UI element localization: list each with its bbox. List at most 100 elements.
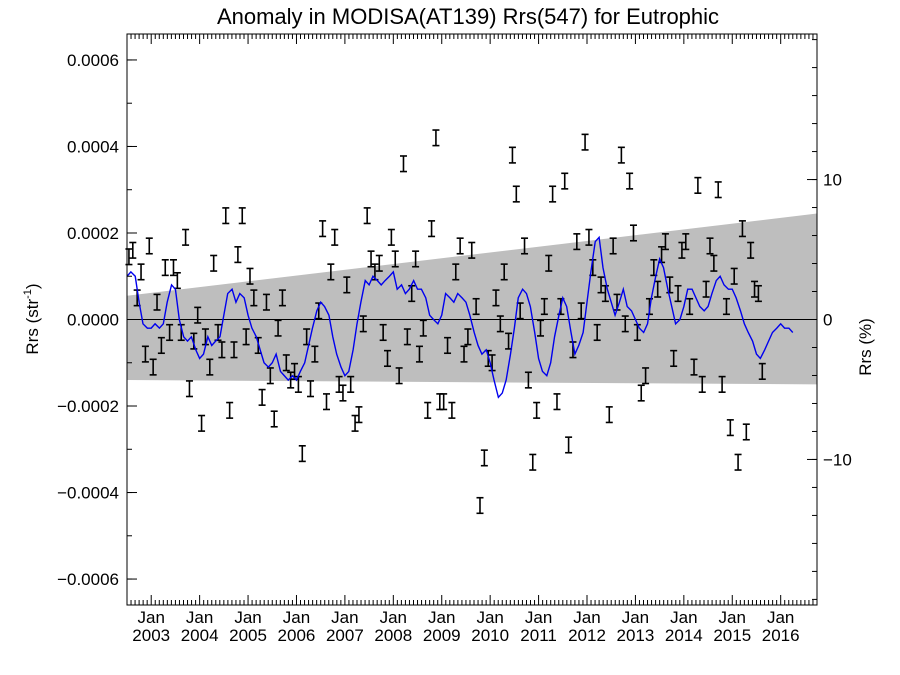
anomaly-errorbar [496, 315, 504, 333]
anomaly-errorbar [698, 375, 706, 393]
x-tick-month-label: Jan [186, 608, 213, 627]
anomaly-errorbar [355, 406, 363, 424]
anomaly-errorbar [359, 315, 367, 333]
x-tick-month-label: Jan [137, 608, 164, 627]
anomaly-errorbar [637, 384, 645, 402]
anomaly-errorbar [577, 302, 585, 320]
anomaly-errorbar [545, 254, 553, 272]
anomaly-errorbar [686, 297, 694, 316]
x-tick-year-label: 2007 [326, 626, 364, 645]
x-tick-month-label: Jan [331, 608, 358, 627]
anomaly-errorbar [601, 284, 609, 303]
anomaly-errorbar [629, 224, 637, 242]
anomaly-errorbar [424, 401, 432, 419]
x-tick-year-label: 2012 [568, 626, 606, 645]
y-left-tick-label: 0.0004 [67, 137, 119, 156]
anomaly-errorbar [194, 306, 202, 324]
anomaly-errorbar [533, 401, 541, 419]
anomaly-errorbar [367, 250, 375, 268]
anomaly-errorbar [480, 449, 488, 467]
anomaly-errorbar [751, 280, 759, 298]
anomaly-errorbar [182, 228, 190, 246]
anomaly-errorbar [331, 228, 339, 246]
anomaly-errorbar [553, 393, 561, 411]
x-tick-month-label: Jan [283, 608, 310, 627]
anomaly-errorbar [448, 401, 456, 419]
x-tick-month-label: Jan [670, 608, 697, 627]
anomaly-errorbar [157, 336, 165, 355]
anomaly-errorbar [137, 263, 145, 281]
anomaly-errorbar [274, 319, 282, 337]
anomaly-errorbar [621, 315, 629, 333]
anomaly-errorbar [726, 419, 734, 437]
running-mean-path [126, 235, 794, 399]
anomaly-errorbar [508, 146, 516, 164]
anomaly-errorbar [710, 254, 718, 272]
anomaly-errorbar [702, 280, 710, 298]
anomaly-errorbar [125, 248, 133, 266]
anomaly-errorbar [226, 401, 234, 419]
x-tick-year-label: 2006 [278, 626, 316, 645]
anomaly-errorbar [343, 276, 351, 294]
anomaly-errorbar [540, 297, 548, 316]
x-tick-month-label: Jan [573, 608, 600, 627]
anomaly-errorbar [742, 423, 750, 441]
anomaly-errorbar [262, 293, 270, 311]
anomaly-errorbar [476, 496, 484, 515]
chart-title: Anomaly in MODISA(AT139) Rrs(547) for Eu… [217, 4, 719, 29]
anomaly-errorbar [492, 289, 500, 307]
anomaly-errorbar [537, 319, 545, 337]
anomaly-errorbar [415, 345, 423, 363]
anomaly-errorbar [585, 228, 593, 246]
x-tick-month-label: Jan [525, 608, 552, 627]
anomaly-errorbar [278, 289, 286, 307]
anomaly-errorbar [734, 453, 742, 471]
anomaly-errorbar [335, 375, 343, 393]
anomaly-errorbar [222, 207, 230, 225]
anomaly-errorbar [754, 284, 762, 303]
y-right-tick-label: 0 [823, 311, 832, 330]
anomaly-errorbar [722, 297, 730, 316]
anomaly-errorbar [230, 341, 238, 359]
running-mean-line [126, 235, 794, 399]
y-axis-label-right: Rrs (%) [856, 318, 875, 376]
anomaly-errorbar [238, 207, 246, 225]
anomaly-errorbar [468, 241, 476, 259]
anomaly-errorbar [440, 393, 448, 411]
anomaly-errorbar [444, 336, 452, 355]
anomaly-errorbar [266, 367, 274, 385]
anomaly-errorbar [597, 276, 605, 294]
anomaly-errorbar [319, 220, 327, 238]
y-right-tick-label: 10 [823, 171, 842, 190]
anomaly-errorbar [581, 133, 589, 151]
y-axis-label-left: Rrs (str-1) [22, 283, 42, 354]
anomaly-errorbar [149, 358, 157, 376]
anomaly-errorbar [250, 289, 258, 307]
anomaly-errorbar [322, 393, 330, 411]
anomaly-errorbar [218, 341, 226, 359]
y-left-tick-label: 0.0000 [67, 311, 119, 330]
x-tick-year-label: 2014 [665, 626, 703, 645]
anomaly-errorbar [512, 185, 520, 203]
anomaly-errorbar [714, 181, 722, 199]
anomaly-errorbar [185, 380, 193, 398]
x-tick-month-label: Jan [428, 608, 455, 627]
anomaly-errorbar [141, 345, 149, 363]
y-left-tick-label: 0.0006 [67, 51, 119, 70]
anomaly-errorbar [298, 445, 306, 463]
anomaly-errorbar [270, 410, 278, 428]
x-tick-year-label: 2010 [471, 626, 509, 645]
anomaly-errorbar [758, 362, 766, 380]
anomaly-errorbar [206, 358, 214, 376]
anomaly-errorbar [246, 267, 254, 285]
x-tick-month-label: Jan [719, 608, 746, 627]
x-tick-month-label: Jan [234, 608, 261, 627]
anomaly-errorbar [234, 246, 242, 264]
anomaly-errorbar [626, 172, 634, 190]
anomaly-errorbar [375, 254, 383, 272]
anomaly-errorbar [524, 371, 532, 389]
anomaly-errorbar [666, 276, 674, 294]
anomaly-errorbar [609, 237, 617, 255]
x-tick-year-label: 2003 [132, 626, 170, 645]
y-axis-left: 0.0006 0.0004 0.0002 0.0000 −0.0002 −0.0004 −0… [57, 51, 137, 589]
